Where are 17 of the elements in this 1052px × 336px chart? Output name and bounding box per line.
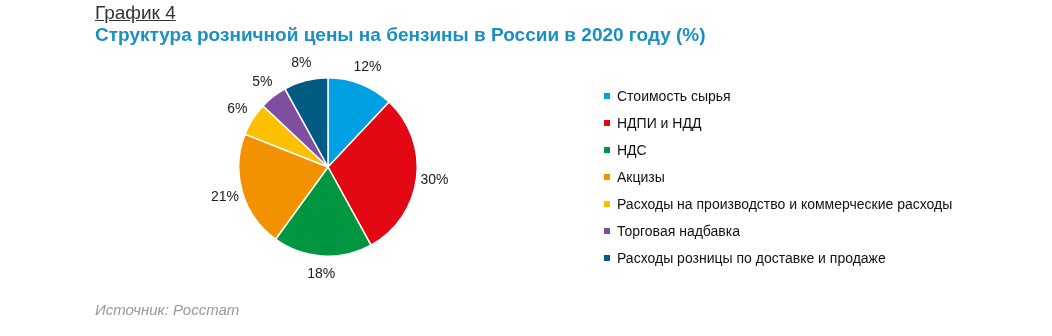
data-label: 30% — [420, 171, 449, 188]
data-label: 6% — [227, 100, 248, 117]
data-label: 21% — [210, 187, 240, 204]
legend-label: Расходы на производство и коммерческие расходы — [617, 195, 953, 212]
chart-title: График 4 — [95, 2, 176, 24]
data-label: 18% — [307, 264, 336, 281]
data-label: 5% — [252, 73, 273, 90]
legend-label: Расходы розницы по доставке и продаже — [617, 249, 886, 266]
legend-label: Стоимость сырья — [617, 87, 731, 104]
legend-label: НДПИ и НДД — [617, 114, 702, 131]
data-label: 12% — [353, 58, 382, 75]
data-label: 8% — [291, 53, 312, 70]
legend-label: НДС — [617, 141, 647, 158]
text: Источник: Росстат — [95, 301, 240, 318]
chart-subtitle: Структура розничной цены на бензины в России в 2020 году (%) — [95, 24, 706, 46]
legend-label: Акцизы — [617, 168, 665, 185]
legend-label: Торговая надбавка — [617, 222, 740, 239]
